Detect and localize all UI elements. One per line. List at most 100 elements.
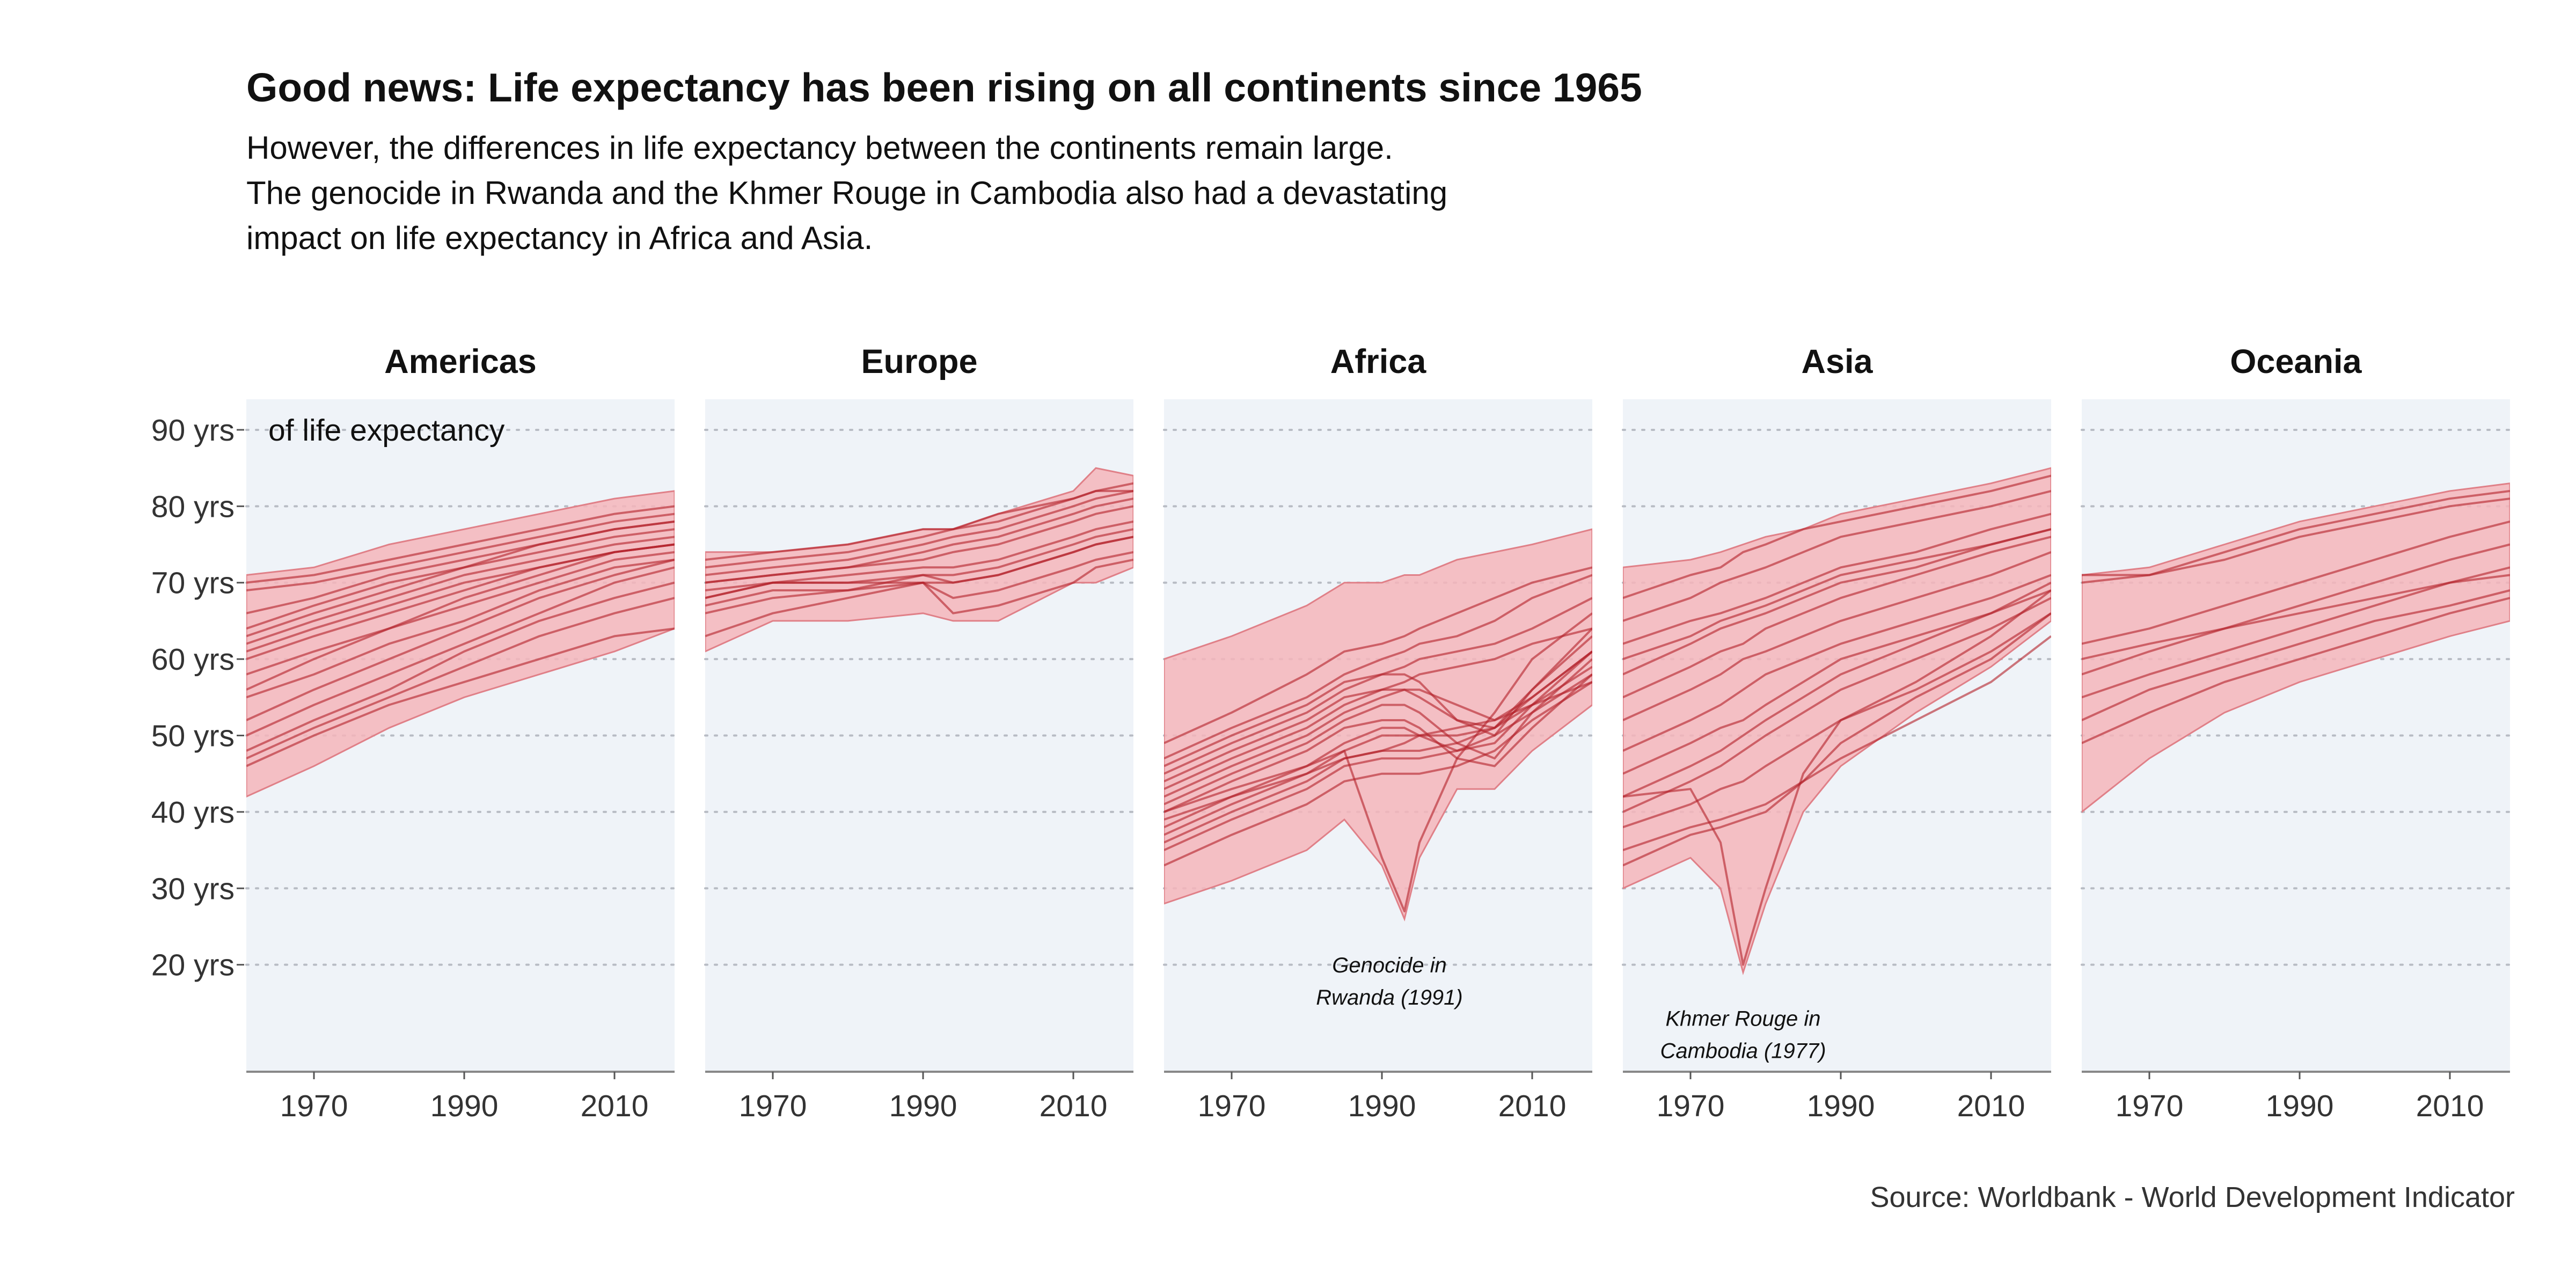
annotation-text: Cambodia (1977) <box>1660 1040 1826 1063</box>
country-line <box>1164 658 1592 806</box>
country-line <box>246 513 675 591</box>
annotation-text: Rwanda (1991) <box>1316 986 1463 1009</box>
panel-marks <box>1164 528 1592 921</box>
x-tick-label: 1970 <box>1657 1089 1725 1123</box>
country-line <box>1164 650 1592 829</box>
country-line <box>2082 589 2510 721</box>
x-tick-label: 1990 <box>889 1089 957 1123</box>
country-line <box>2082 520 2510 645</box>
country-line <box>1164 673 1592 851</box>
panel-marks <box>2082 482 2510 813</box>
country-line <box>1623 597 2051 813</box>
country-line <box>1164 681 1592 867</box>
country-line <box>246 536 675 645</box>
x-tick-label: 2010 <box>1498 1089 1567 1123</box>
panel-marks <box>246 490 675 798</box>
country-line <box>705 536 1133 638</box>
country-line <box>705 559 1133 614</box>
country-line <box>246 597 675 760</box>
country-line <box>1623 612 2051 867</box>
x-tick-label: 1970 <box>2116 1089 2184 1123</box>
country-line <box>1164 566 1592 744</box>
subtitle-line-2: The genocide in Rwanda and the Khmer Rou… <box>246 175 1448 211</box>
subtitle-line-1: However, the differences in life expecta… <box>246 130 1393 166</box>
country-line <box>246 520 675 638</box>
country-line <box>1164 612 1592 912</box>
country-line <box>1164 574 1592 760</box>
facet-americas: Americas 1970 1990 2010 <box>245 343 676 1123</box>
country-line <box>1623 528 2051 676</box>
country-line <box>2082 497 2510 584</box>
country-line <box>2082 597 2510 744</box>
country-line <box>2082 543 2510 676</box>
y-tick-label: 40 yrs <box>151 795 235 830</box>
y-unit-label: of life expectancy <box>268 413 505 448</box>
annotation-text: Khmer Rouge in <box>1665 1007 1820 1031</box>
y-tick-label: 70 yrs <box>151 566 235 601</box>
x-tick-label: 1970 <box>1198 1089 1266 1123</box>
range-band <box>1164 528 1592 921</box>
facet-oceania: Oceania 1970 1990 2010 <box>2081 343 2511 1123</box>
country-line <box>1164 627 1592 791</box>
x-tick-label: 1990 <box>1807 1089 1875 1123</box>
country-line <box>705 489 1133 576</box>
x-tick-label: 2010 <box>2416 1089 2484 1123</box>
country-line <box>1623 589 2051 775</box>
y-tick-label: 80 yrs <box>151 489 235 524</box>
country-line <box>246 627 675 767</box>
country-line <box>705 551 1133 607</box>
country-line <box>246 559 675 699</box>
x-tick-label: 1990 <box>2266 1089 2334 1123</box>
country-line <box>705 489 1133 569</box>
facet-title: Africa <box>1330 343 1427 380</box>
country-line <box>1623 489 2051 622</box>
range-band <box>1623 467 2051 976</box>
country-line <box>246 543 675 653</box>
facet-title: Europe <box>861 343 977 380</box>
x-tick-label: 1990 <box>1348 1089 1416 1123</box>
country-line <box>1623 513 2051 645</box>
panel-marks <box>705 467 1133 653</box>
country-line <box>246 559 675 721</box>
country-line <box>246 581 675 752</box>
annotation-text: Genocide in <box>1332 954 1446 977</box>
range-band <box>2082 482 2510 813</box>
country-line <box>1623 574 2051 752</box>
facet-title: Asia <box>1801 343 1873 380</box>
country-line <box>705 505 1133 584</box>
country-line <box>1164 650 1592 836</box>
country-line <box>1164 597 1592 775</box>
country-line <box>2082 574 2510 661</box>
country-line <box>1623 474 2051 599</box>
facet-title: Americas <box>384 343 537 380</box>
country-line <box>1623 589 2051 966</box>
country-line <box>1623 528 2051 660</box>
chart-subtitle: However, the differences in life expecta… <box>246 126 1447 261</box>
facet-europe: Europe 1970 1990 2010 <box>704 343 1135 1123</box>
facet-africa: Africa 1970 1990 2010 Genocide in Rwanda (199… <box>1163 343 1593 1123</box>
country-line <box>1623 581 2051 798</box>
facet-title: Oceania <box>2230 343 2362 380</box>
country-line <box>246 505 675 584</box>
panel-marks <box>1623 467 2051 976</box>
country-line <box>1623 551 2051 721</box>
country-line <box>705 520 1133 591</box>
y-tick-label: 20 yrs <box>151 948 235 983</box>
y-tick-label: 50 yrs <box>151 719 235 753</box>
source-caption: Source: Worldbank - World Development In… <box>1870 1181 2515 1213</box>
x-tick-label: 2010 <box>581 1089 649 1123</box>
y-tick-label: 60 yrs <box>151 642 235 677</box>
x-tick-label: 1990 <box>430 1089 499 1123</box>
subtitle-line-3: impact on life expectancy in Africa and … <box>246 220 873 256</box>
x-tick-label: 1970 <box>739 1089 807 1123</box>
chart-title: Good news: Life expectancy has been risi… <box>246 65 1642 110</box>
facet-asia: Asia 1970 1990 2010 Khmer Rouge in Cambodia (… <box>1622 343 2052 1123</box>
x-tick-label: 2010 <box>1957 1089 2025 1123</box>
y-tick-label: 90 yrs <box>151 413 235 448</box>
annotation: Khmer Rouge in Cambodia (1977) <box>1660 1007 1826 1063</box>
x-tick-label: 2010 <box>1040 1089 1108 1123</box>
country-line <box>1164 680 1592 821</box>
country-line <box>1164 650 1592 798</box>
